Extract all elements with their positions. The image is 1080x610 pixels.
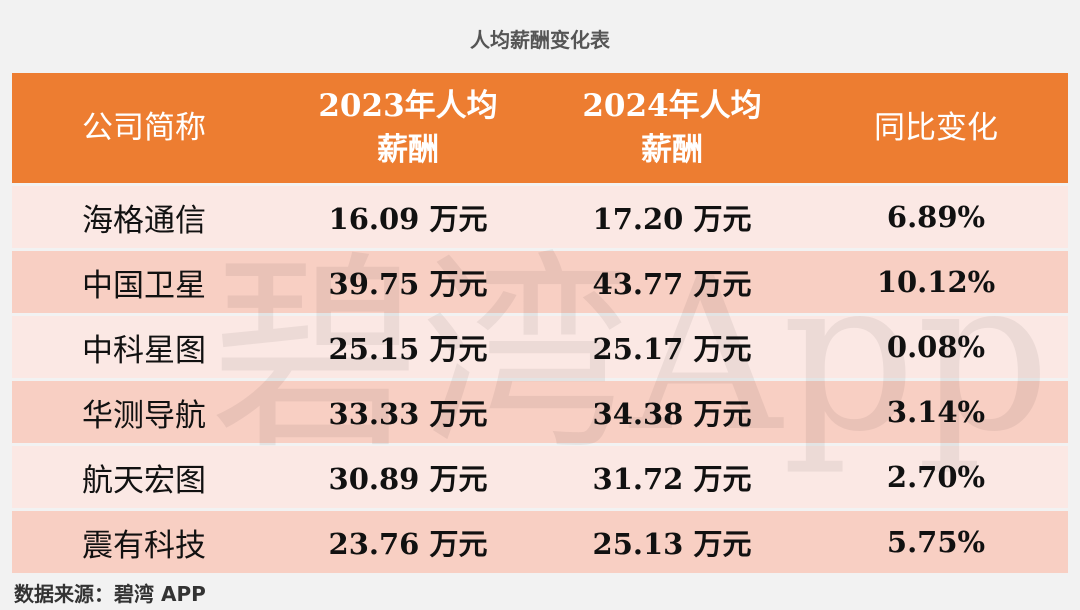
table-cell: 2.70%: [804, 446, 1068, 508]
table-row: 海格通信 16.09 万元 17.20 万元 6.89%: [12, 186, 1068, 248]
table-cell: 中科星图: [12, 316, 276, 378]
table-cell: 43.77 万元: [540, 251, 804, 313]
salary-table: 公司简称 2023年人均薪酬 2024年人均薪酬 同比变化 海格通信 16.09 万元 1…: [12, 70, 1068, 576]
table-cell: 6.89%: [804, 186, 1068, 248]
table-cell: 华测导航: [12, 381, 276, 443]
table-cell: 23.76 万元: [276, 511, 540, 573]
table-row: 中科星图 25.15 万元 25.17 万元 0.08%: [12, 316, 1068, 378]
table-cell: 0.08%: [804, 316, 1068, 378]
table-row: 航天宏图 30.89 万元 31.72 万元 2.70%: [12, 446, 1068, 508]
table-cell: 海格通信: [12, 186, 276, 248]
header-cell: 公司简称: [12, 73, 276, 183]
table-cell: 33.33 万元: [276, 381, 540, 443]
header-row: 公司简称 2023年人均薪酬 2024年人均薪酬 同比变化: [12, 73, 1068, 183]
table-cell: 39.75 万元: [276, 251, 540, 313]
table-cell: 震有科技: [12, 511, 276, 573]
table-cell: 31.72 万元: [540, 446, 804, 508]
source-note: 数据来源：碧湾 APP: [14, 582, 206, 606]
table-body: 海格通信 16.09 万元 17.20 万元 6.89% 中国卫星 39.75 万元 43.…: [12, 186, 1068, 573]
table-cell: 10.12%: [804, 251, 1068, 313]
table-cell: 30.89 万元: [276, 446, 540, 508]
header-cell: 2024年人均薪酬: [540, 73, 804, 183]
table-cell: 3.14%: [804, 381, 1068, 443]
table-cell: 25.13 万元: [540, 511, 804, 573]
table-cell: 17.20 万元: [540, 186, 804, 248]
header-cell: 同比变化: [804, 73, 1068, 183]
table-cell: 25.17 万元: [540, 316, 804, 378]
table-cell: 16.09 万元: [276, 186, 540, 248]
table-row: 震有科技 23.76 万元 25.13 万元 5.75%: [12, 511, 1068, 573]
table-cell: 34.38 万元: [540, 381, 804, 443]
table-cell: 25.15 万元: [276, 316, 540, 378]
table-row: 华测导航 33.33 万元 34.38 万元 3.14%: [12, 381, 1068, 443]
table-cell: 5.75%: [804, 511, 1068, 573]
table-title: 人均薪酬变化表: [470, 28, 610, 52]
table-row: 中国卫星 39.75 万元 43.77 万元 10.12%: [12, 251, 1068, 313]
table-cell: 中国卫星: [12, 251, 276, 313]
table-cell: 航天宏图: [12, 446, 276, 508]
header-cell: 2023年人均薪酬: [276, 73, 540, 183]
